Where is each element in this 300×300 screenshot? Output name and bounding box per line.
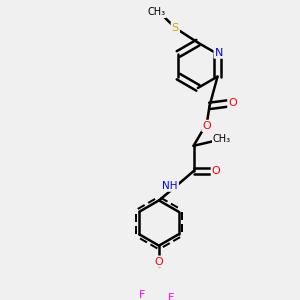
Text: O: O xyxy=(212,166,220,176)
Text: S: S xyxy=(172,23,179,33)
Text: N: N xyxy=(215,48,223,58)
Text: O: O xyxy=(228,98,237,108)
Text: F: F xyxy=(168,292,174,300)
Text: CH₃: CH₃ xyxy=(213,134,231,144)
Text: O: O xyxy=(202,121,211,131)
Text: NH: NH xyxy=(162,181,178,191)
Text: CH₃: CH₃ xyxy=(148,7,166,17)
Text: F: F xyxy=(139,290,145,300)
Text: O: O xyxy=(154,256,163,267)
